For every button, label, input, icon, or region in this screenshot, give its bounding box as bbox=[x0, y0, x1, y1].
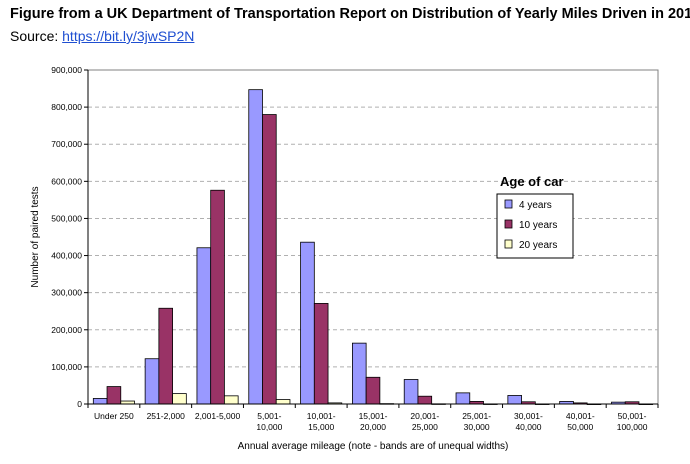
legend: Age of car 4 years 10 years 20 years bbox=[496, 174, 574, 259]
bar-4-years bbox=[455, 392, 471, 405]
x-tick-label-line: 10,001- bbox=[307, 411, 336, 421]
legend-swatch bbox=[504, 239, 513, 249]
x-tick-label-line: 100,000 bbox=[617, 422, 648, 432]
x-tick-label-line: 50,000 bbox=[567, 422, 593, 432]
bar-20-years bbox=[172, 393, 187, 405]
bar-4-years bbox=[403, 379, 419, 405]
y-axis-title: Number of paired tests bbox=[30, 186, 41, 287]
x-tick-label-line: 30,001- bbox=[514, 411, 543, 421]
bar-4-years bbox=[300, 241, 315, 405]
bar-10-years bbox=[210, 189, 225, 405]
source-link[interactable]: https://bit.ly/3jwSP2N bbox=[62, 28, 195, 44]
x-tick-label: 2,001-5,000 bbox=[195, 411, 241, 421]
legend-label: 10 years bbox=[519, 220, 557, 231]
bar-4-years bbox=[144, 358, 160, 405]
x-tick-label-line: 15,000 bbox=[308, 422, 334, 432]
bar-4-years bbox=[92, 398, 108, 405]
legend-swatch bbox=[504, 199, 513, 209]
legend-title: Age of car bbox=[500, 174, 564, 189]
x-tick-label: 30,001-40,000 bbox=[514, 411, 543, 432]
x-tick-label-line: 40,000 bbox=[515, 422, 541, 432]
figure-title: Figure from a UK Department of Transport… bbox=[10, 6, 690, 22]
x-tick-label-line: 25,000 bbox=[412, 422, 438, 432]
x-tick-label-line: 40,001- bbox=[566, 411, 595, 421]
bar-20-years bbox=[275, 399, 291, 405]
bar-4-years bbox=[196, 247, 212, 405]
x-tick-label-line: 50,001- bbox=[618, 411, 647, 421]
x-tick-label: 40,001-50,000 bbox=[566, 411, 595, 432]
legend-label: 4 years bbox=[519, 200, 552, 211]
x-tick-label: 5,001-10,000 bbox=[256, 411, 282, 432]
y-tick-label: 400,000 bbox=[51, 251, 82, 261]
x-tick-label-line: 10,000 bbox=[256, 422, 282, 432]
x-tick-label-line: 30,000 bbox=[464, 422, 490, 432]
x-tick-label-line: 25,001- bbox=[462, 411, 491, 421]
axis-layer: 0 100,000 200,000 300,000 400,000 500,000 600,… bbox=[30, 65, 659, 452]
x-tick-label: 20,001-25,000 bbox=[410, 411, 439, 432]
bar-10-years bbox=[106, 386, 122, 405]
y-tick-label: 900,000 bbox=[51, 65, 82, 75]
y-tick-label: 100,000 bbox=[51, 362, 82, 372]
x-tick-label: Under 250 bbox=[94, 411, 134, 421]
x-tick-label: 10,001-15,000 bbox=[307, 411, 336, 432]
x-tick-label-line: 251-2,000 bbox=[147, 411, 186, 421]
x-tick-label: 25,001-30,000 bbox=[462, 411, 491, 432]
y-tick-label: 0 bbox=[77, 399, 82, 409]
bar-4-years bbox=[507, 395, 522, 405]
bar-10-years bbox=[313, 303, 329, 405]
bar-10-years bbox=[417, 395, 433, 405]
x-tick-label: 50,001-100,000 bbox=[617, 411, 648, 432]
source-prefix: Source: bbox=[10, 28, 63, 44]
y-tick-label: 800,000 bbox=[51, 102, 82, 112]
bar-10-years bbox=[262, 114, 277, 405]
bar-4-years bbox=[352, 342, 367, 405]
bar-10-years bbox=[158, 307, 173, 405]
bar-4-years bbox=[248, 89, 263, 405]
legend-label: 20 years bbox=[519, 240, 557, 251]
bar-20-years bbox=[224, 395, 239, 405]
y-tick-label: 500,000 bbox=[51, 213, 82, 223]
x-tick-label-line: 15,001- bbox=[359, 411, 388, 421]
legend-swatch bbox=[504, 219, 513, 229]
x-axis-title: Annual average mileage (note - bands are… bbox=[238, 441, 509, 452]
y-tick-label: 600,000 bbox=[51, 176, 82, 186]
bar-10-years bbox=[365, 376, 381, 405]
x-tick-label-line: 20,000 bbox=[360, 422, 386, 432]
x-tick-label-line: 5,001- bbox=[257, 411, 281, 421]
x-tick-label: 251-2,000 bbox=[147, 411, 186, 421]
x-tick-label-line: 2,001-5,000 bbox=[195, 411, 241, 421]
y-tick-label: 700,000 bbox=[51, 139, 82, 149]
x-tick-label-line: 20,001- bbox=[410, 411, 439, 421]
x-tick-label: 15,001-20,000 bbox=[359, 411, 388, 432]
y-tick-label: 200,000 bbox=[51, 325, 82, 335]
y-tick-label: 300,000 bbox=[51, 288, 82, 298]
source-line: Source: https://bit.ly/3jwSP2N bbox=[10, 28, 194, 44]
x-tick-label-line: Under 250 bbox=[94, 411, 134, 421]
